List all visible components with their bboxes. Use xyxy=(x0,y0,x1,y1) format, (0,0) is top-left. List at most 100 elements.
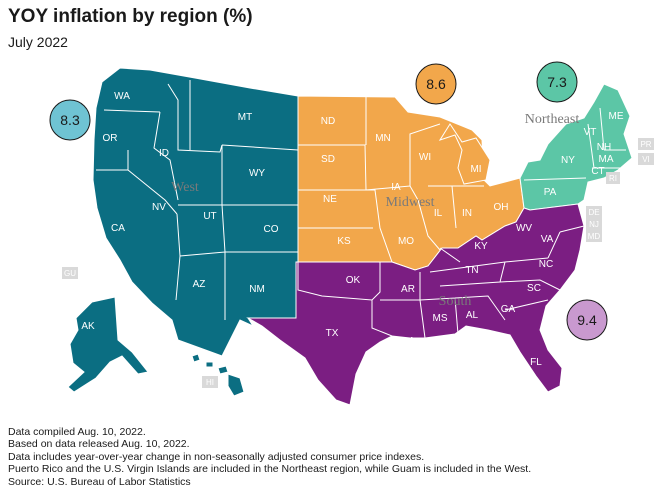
state-label-ok: OK xyxy=(346,275,361,286)
state-label-ks: KS xyxy=(337,236,351,247)
state-label-ak: AK xyxy=(81,321,95,332)
state-label-al: AL xyxy=(466,310,479,321)
territory-box-vi xyxy=(638,153,654,165)
footnote-territories: Puerto Rico and the U.S. Virgin Islands … xyxy=(8,463,532,476)
state-label-ma: MA xyxy=(599,154,614,165)
state-label-sd: SD xyxy=(321,154,335,165)
state-label-nv: NV xyxy=(152,202,166,213)
region-west-alaska xyxy=(67,296,149,393)
territory-label-vi: VI xyxy=(642,155,650,164)
territory-box-nj xyxy=(586,218,602,230)
region-south xyxy=(246,203,585,406)
territory-box-md xyxy=(586,230,602,242)
state-labels-west: WA OR CA ID NV MT WY UT CO AZ NM AK xyxy=(81,91,278,332)
state-label-wi: WI xyxy=(419,152,431,163)
value-northeast: 7.3 xyxy=(547,74,567,90)
region-midwest-borders xyxy=(298,96,484,263)
value-bubble-south: 9.4 xyxy=(566,299,608,341)
state-label-ky: KY xyxy=(474,241,488,252)
state-label-sc: SC xyxy=(527,283,541,294)
state-label-mi: MI xyxy=(470,164,481,175)
region-label-midwest: Midwest xyxy=(386,195,435,210)
region-label-south: South xyxy=(439,294,472,309)
region-west-shape xyxy=(92,67,299,357)
value-bubble-midwest: 8.6 xyxy=(415,63,457,105)
state-label-mt: MT xyxy=(238,112,252,123)
region-northeast-shape xyxy=(519,83,633,211)
chart-subtitle: July 2022 xyxy=(8,34,68,50)
territories: PR VI GU HI xyxy=(62,138,654,388)
state-label-nd: ND xyxy=(321,116,335,127)
territory-box-de xyxy=(586,206,602,218)
footnote-released: Based on data released Aug. 10, 2022. xyxy=(8,438,190,451)
footnote-source: Source: U.S. Bureau of Labor Statistics xyxy=(8,475,191,488)
state-label-or: OR xyxy=(103,133,118,144)
state-label-ri: RI xyxy=(609,174,617,183)
state-label-nm: NM xyxy=(249,284,265,295)
region-west-borders xyxy=(96,80,299,320)
state-label-ct: CT xyxy=(591,166,604,177)
state-labels-northeast: ME VT NH MA NY CT RI PA NJ xyxy=(544,111,624,229)
state-label-ia: IA xyxy=(391,182,401,193)
state-label-mo: MO xyxy=(398,236,414,247)
state-label-de: DE xyxy=(588,208,599,217)
state-label-az: AZ xyxy=(193,279,206,290)
footnote-compiled: Data compiled Aug. 10, 2022. xyxy=(8,426,146,438)
state-labels-midwest: ND SD NE KS MN IA MO WI IL MI IN OH xyxy=(321,116,509,247)
state-label-wv: WV xyxy=(516,223,532,234)
state-label-oh: OH xyxy=(494,202,509,213)
territory-label-pr: PR xyxy=(640,140,651,149)
state-label-wy: WY xyxy=(249,168,265,179)
state-label-la: LA xyxy=(403,336,416,347)
state-label-il: IL xyxy=(434,208,443,219)
state-label-ms: MS xyxy=(433,313,448,324)
state-label-wa: WA xyxy=(114,91,130,102)
state-label-ne: NE xyxy=(323,194,337,205)
territory-box-gu xyxy=(62,267,78,279)
footnote-methodology: Data includes year-over-year change in n… xyxy=(8,450,425,463)
state-label-me: ME xyxy=(609,111,624,122)
state-label-in: IN xyxy=(462,208,472,219)
state-label-md: MD xyxy=(588,232,601,241)
value-midwest: 8.6 xyxy=(426,76,446,92)
state-label-pa: PA xyxy=(544,187,557,198)
region-northeast xyxy=(519,83,633,211)
region-midwest-michigan xyxy=(438,123,491,185)
state-label-fl: FL xyxy=(530,357,542,368)
state-label-tn: TN xyxy=(465,265,478,276)
region-south-borders xyxy=(297,225,585,339)
state-label-vt: VT xyxy=(584,127,597,138)
region-west xyxy=(67,67,299,397)
territory-box-hi xyxy=(202,376,218,388)
state-label-ny: NY xyxy=(561,155,575,166)
region-west-hawaii xyxy=(191,353,245,397)
state-label-va: VA xyxy=(541,234,554,245)
state-label-id: ID xyxy=(159,148,169,159)
territory-label-gu: GU xyxy=(64,269,76,278)
footnotes: Data compiled Aug. 10, 2022. Based on da… xyxy=(8,426,531,488)
value-west: 8.3 xyxy=(60,112,80,128)
value-bubble-west: 8.3 xyxy=(49,99,91,141)
region-label-northeast: Northeast xyxy=(525,112,580,127)
state-label-ar: AR xyxy=(401,284,415,295)
state-label-ga: GA xyxy=(501,304,516,315)
region-label-west: West xyxy=(171,180,199,195)
territory-box-ri xyxy=(606,172,620,184)
state-label-nh: NH xyxy=(597,142,611,153)
state-label-co: CO xyxy=(264,224,279,235)
value-bubble-northeast: 7.3 xyxy=(536,61,578,103)
state-label-ca: CA xyxy=(111,223,125,234)
chart-title: YOY inflation by region (%) xyxy=(8,6,253,27)
state-label-nj: NJ xyxy=(589,220,599,229)
state-label-ut: UT xyxy=(203,211,216,222)
state-labels-south: OK TX AR LA MS AL TN KY GA FL SC NC VA W… xyxy=(326,208,601,368)
state-label-tx: TX xyxy=(326,328,339,339)
value-south: 9.4 xyxy=(577,312,597,328)
region-south-shape xyxy=(246,203,585,406)
state-label-nc: NC xyxy=(539,259,553,270)
state-label-mn: MN xyxy=(375,133,391,144)
territory-box-pr xyxy=(638,138,654,150)
region-northeast-borders xyxy=(523,107,626,181)
territory-label-hi: HI xyxy=(206,378,214,387)
